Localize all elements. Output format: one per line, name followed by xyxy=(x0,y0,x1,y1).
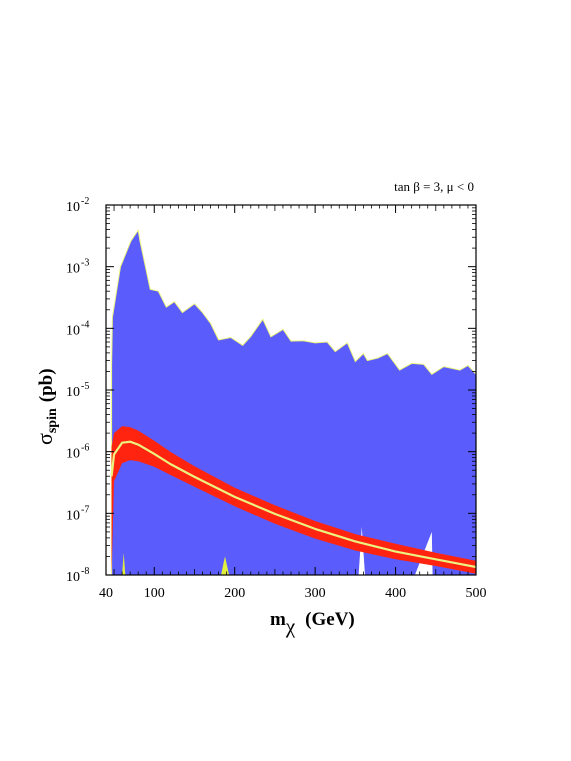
y-tick-labels: 10-810-710-610-510-410-310-2 xyxy=(66,196,89,585)
y-axis-label-main: σ xyxy=(32,433,57,445)
x-axis-label-unit: (GeV) xyxy=(305,609,355,630)
y-axis-label-sub: spin xyxy=(45,408,60,433)
data-regions xyxy=(110,228,476,575)
x-tick-label-4: 400 xyxy=(385,586,406,601)
y-tick-label-2: 10 xyxy=(66,447,80,462)
x-axis-label-sub: χ xyxy=(285,614,296,638)
x-axis-label: mχ (GeV) xyxy=(270,609,355,638)
y-tick-label-exp-2: -6 xyxy=(81,443,89,454)
y-tick-label-exp-1: -7 xyxy=(81,504,89,515)
x-tick-labels: 40 100 200 300 400 500 xyxy=(99,586,487,601)
y-tick-label-exp-3: -5 xyxy=(81,381,89,392)
y-axis-label-unit: (pb) xyxy=(36,368,57,402)
y-tick-label-exp-5: -3 xyxy=(81,258,89,269)
y-tick-label-6: 10 xyxy=(66,200,80,215)
annotation: tan β = 3, μ < 0 xyxy=(394,179,474,194)
x-tick-label-0: 40 xyxy=(99,586,113,601)
y-tick-label-3: 10 xyxy=(66,385,80,400)
x-tick-label-3: 300 xyxy=(305,586,326,601)
x-axis-label-main: m xyxy=(270,609,286,630)
y-tick-label-1: 10 xyxy=(66,508,80,523)
y-tick-label-exp-6: -2 xyxy=(81,196,89,207)
central-line xyxy=(110,440,476,569)
x-tick-label-2: 200 xyxy=(224,586,245,601)
x-tick-label-5: 500 xyxy=(466,586,487,601)
yellow-patch-1 xyxy=(221,556,230,575)
y-tick-label-exp-4: -4 xyxy=(81,319,89,330)
y-axis-label: σspin (pb) xyxy=(32,368,60,445)
y-tick-label-5: 10 xyxy=(66,262,80,277)
y-tick-label-exp-0: -8 xyxy=(81,566,89,577)
y-tick-label-0: 10 xyxy=(66,570,80,585)
y-tick-label-4: 10 xyxy=(66,323,80,338)
x-tick-label-1: 100 xyxy=(144,586,165,601)
axis-ticks xyxy=(105,204,477,576)
yellow-patch-0 xyxy=(122,552,126,575)
